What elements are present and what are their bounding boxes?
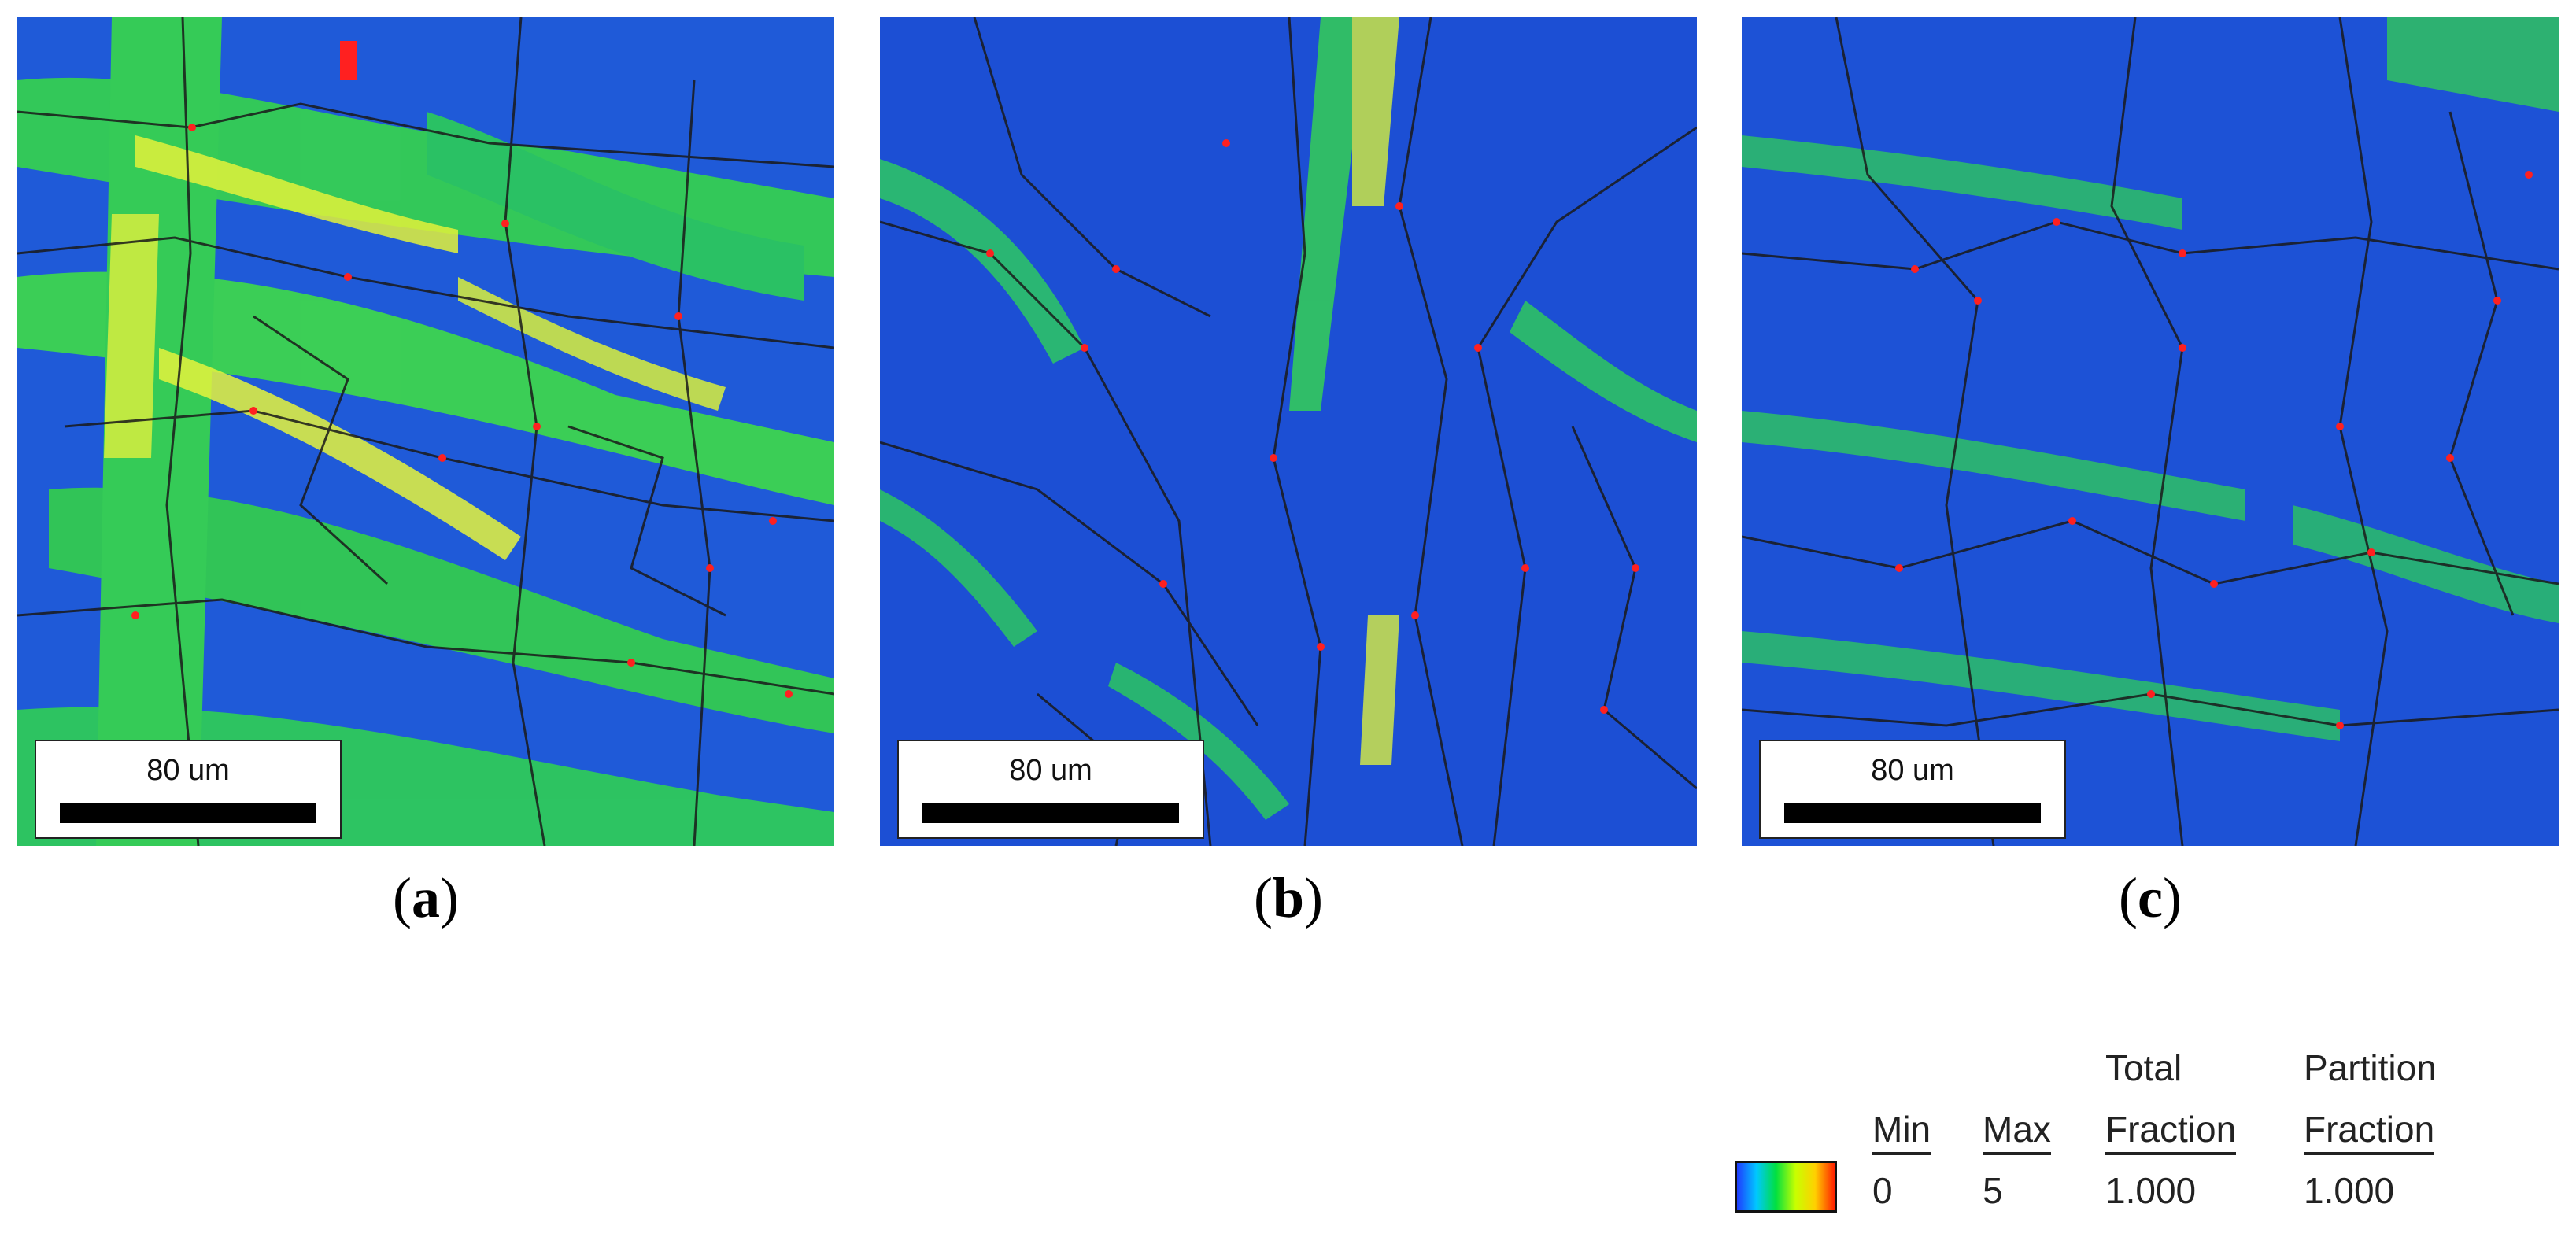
legend-max-value: 5: [1983, 1170, 2003, 1211]
scale-bar: 80 um: [897, 740, 1204, 839]
panel-b: 80 um: [880, 17, 1697, 846]
scale-bar-line: [1784, 803, 2041, 823]
caption-letter: b: [1272, 866, 1305, 929]
ebsd-map-b: [880, 17, 1697, 846]
legend-gradient-swatch: [1735, 1161, 1837, 1213]
legend-partition-header-line2: Fraction: [2304, 1108, 2435, 1155]
caption-letter: a: [412, 866, 440, 929]
legend-total-header-line2: Fraction: [2105, 1108, 2237, 1155]
caption-letter: c: [2138, 866, 2163, 929]
legend-partition-header-line1: Partition: [2304, 1047, 2437, 1088]
ebsd-map-a: [17, 17, 834, 846]
scale-bar-line: [922, 803, 1179, 823]
legend-total-header-line1: Total: [2105, 1047, 2182, 1088]
legend-min-header: Min: [1872, 1108, 1931, 1155]
scale-bar: 80 um: [1759, 740, 2066, 839]
panel-c: 80 um: [1742, 17, 2559, 846]
scale-bar-line: [60, 803, 316, 823]
ebsd-map-c: [1742, 17, 2559, 846]
legend-partition-value: 1.000: [2304, 1170, 2395, 1211]
scale-bar-label: 80 um: [146, 754, 230, 787]
scale-bar: 80 um: [35, 740, 342, 839]
caption-b: (b): [1253, 866, 1323, 929]
legend-max-header: Max: [1983, 1108, 2051, 1155]
scale-bar-label: 80 um: [1871, 754, 1954, 787]
caption-c: (c): [2119, 866, 2182, 929]
caption-a: (a): [393, 866, 459, 929]
legend-min-value: 0: [1872, 1170, 1893, 1211]
panel-a: 80 um: [17, 17, 834, 846]
legend-total-value: 1.000: [2105, 1170, 2197, 1211]
scale-bar-label: 80 um: [1009, 754, 1092, 787]
